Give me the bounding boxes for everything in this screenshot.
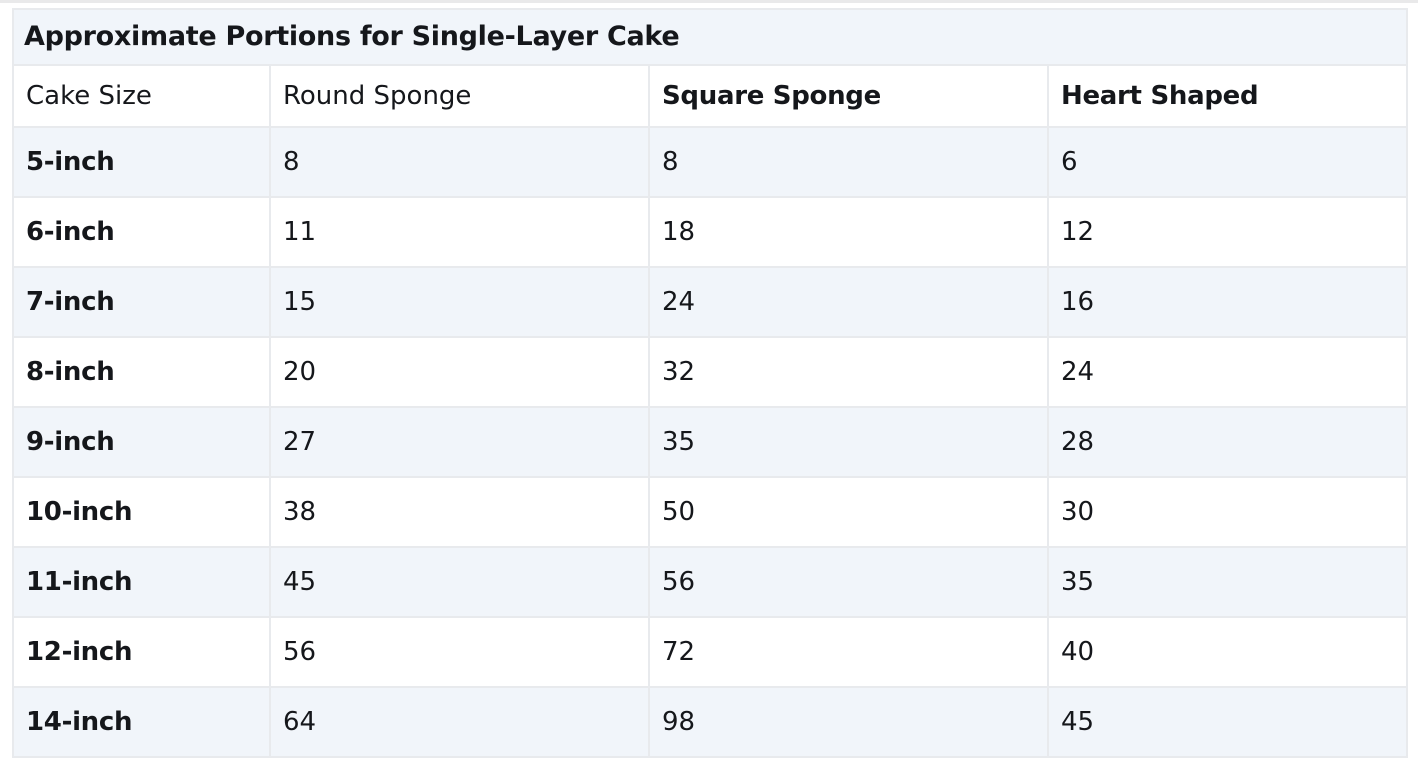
cell-square-sponge: 24	[648, 266, 1049, 338]
cell-cake-size: 10-inch	[12, 476, 271, 548]
table-row: 5-inch 8 8 6	[12, 126, 1409, 198]
table-row: 10-inch 38 50 30	[12, 476, 1409, 548]
column-header-square-sponge: Square Sponge	[648, 64, 1049, 128]
cell-heart-shaped: 35	[1046, 546, 1409, 618]
cell-square-sponge: 98	[648, 686, 1049, 758]
cell-round-sponge: 8	[269, 126, 650, 198]
cell-cake-size: 8-inch	[12, 336, 271, 408]
table-row: 14-inch 64 98 45	[12, 686, 1409, 758]
cell-square-sponge: 32	[648, 336, 1049, 408]
cake-portions-table: Approximate Portions for Single-Layer Ca…	[11, 8, 1409, 758]
cell-heart-shaped: 45	[1046, 686, 1409, 758]
cell-heart-shaped: 24	[1046, 336, 1409, 408]
cell-round-sponge: 27	[269, 406, 650, 478]
cell-square-sponge: 50	[648, 476, 1049, 548]
table-body: 5-inch 8 8 6 6-inch 11 18 12 7-inch 15 24 16 8-inch 2…	[12, 126, 1409, 758]
table-row: 7-inch 15 24 16	[12, 266, 1409, 338]
cell-heart-shaped: 12	[1046, 196, 1409, 268]
column-header-cake-size: Cake Size	[12, 64, 271, 128]
cell-round-sponge: 15	[269, 266, 650, 338]
cell-cake-size: 6-inch	[12, 196, 271, 268]
table-row: 8-inch 20 32 24	[12, 336, 1409, 408]
cell-square-sponge: 8	[648, 126, 1049, 198]
cell-heart-shaped: 30	[1046, 476, 1409, 548]
column-header-heart-shaped: Heart Shaped	[1046, 64, 1409, 128]
cell-round-sponge: 38	[269, 476, 650, 548]
cell-round-sponge: 56	[269, 616, 650, 688]
cell-round-sponge: 11	[269, 196, 650, 268]
cell-cake-size: 5-inch	[12, 126, 271, 198]
cell-round-sponge: 20	[269, 336, 650, 408]
column-header-round-sponge: Round Sponge	[269, 64, 650, 128]
table-row: 12-inch 56 72 40	[12, 616, 1409, 688]
cell-cake-size: 11-inch	[12, 546, 271, 618]
cell-square-sponge: 72	[648, 616, 1049, 688]
cell-cake-size: 9-inch	[12, 406, 271, 478]
cell-cake-size: 12-inch	[12, 616, 271, 688]
table-title: Approximate Portions for Single-Layer Ca…	[11, 8, 1409, 66]
cell-round-sponge: 45	[269, 546, 650, 618]
table-row: 9-inch 27 35 28	[12, 406, 1409, 478]
cell-cake-size: 14-inch	[12, 686, 271, 758]
table-row: 6-inch 11 18 12	[12, 196, 1409, 268]
cell-square-sponge: 35	[648, 406, 1049, 478]
table-row: 11-inch 45 56 35	[12, 546, 1409, 618]
cell-square-sponge: 18	[648, 196, 1049, 268]
cell-cake-size: 7-inch	[12, 266, 271, 338]
cell-heart-shaped: 40	[1046, 616, 1409, 688]
column-header-row: Cake Size Round Sponge Square Sponge Hea…	[12, 64, 1409, 128]
table-title-row: Approximate Portions for Single-Layer Ca…	[11, 8, 1409, 66]
cell-heart-shaped: 16	[1046, 266, 1409, 338]
cell-round-sponge: 64	[269, 686, 650, 758]
cell-heart-shaped: 28	[1046, 406, 1409, 478]
top-rule	[0, 0, 1418, 3]
cell-heart-shaped: 6	[1046, 126, 1409, 198]
cell-square-sponge: 56	[648, 546, 1049, 618]
